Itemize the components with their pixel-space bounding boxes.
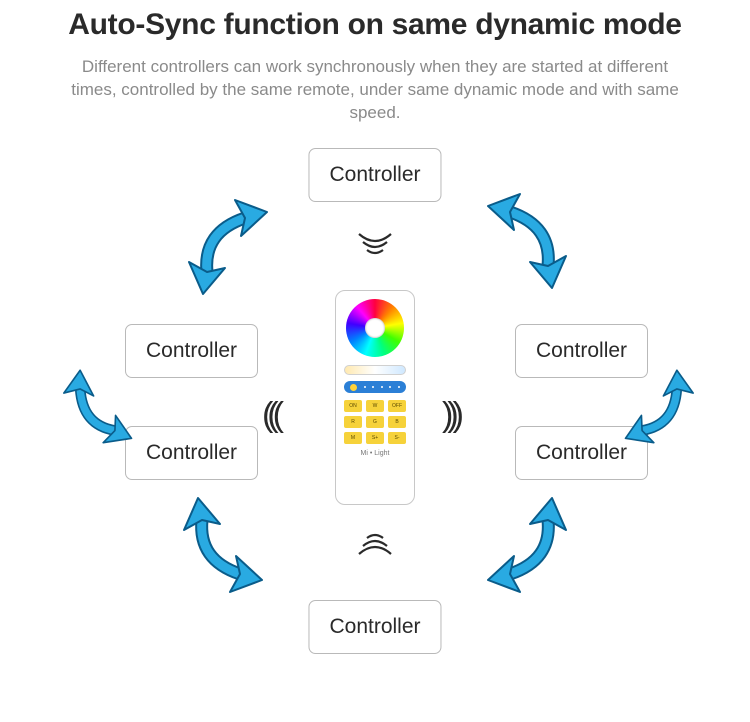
remote-brand-label: Mi • Light <box>361 450 390 457</box>
brightness-slider-icon <box>344 381 406 393</box>
remote-btn: OFF <box>388 400 406 412</box>
signal-waves-top-icon <box>355 230 395 258</box>
controller-box-left-lower: Controller <box>125 426 258 480</box>
sync-arrow-bottom-right-icon <box>480 500 570 590</box>
controller-box-left-upper: Controller <box>125 324 258 378</box>
cct-slider-icon <box>344 365 406 375</box>
signal-waves-bottom-icon <box>355 530 395 558</box>
sync-arrow-top-left-icon <box>185 202 275 292</box>
remote-btn: G <box>366 416 384 428</box>
controller-box-right-upper: Controller <box>515 324 648 378</box>
diagram-stage: Controller Controller Controller Control… <box>0 130 750 690</box>
sync-arrow-bottom-left-icon <box>180 500 270 590</box>
remote-btn: W <box>366 400 384 412</box>
remote-btn: ON <box>344 400 362 412</box>
remote-button-grid: ON W OFF R G B M S+ S- <box>344 400 406 444</box>
sync-arrow-top-right-icon <box>480 196 570 286</box>
signal-waves-left-icon: ))) <box>268 396 284 435</box>
controller-box-top: Controller <box>308 148 441 202</box>
color-wheel-icon <box>346 299 404 357</box>
remote-control: ON W OFF R G B M S+ S- Mi • Light <box>335 290 415 505</box>
page-subtitle: Different controllers can work synchrono… <box>0 56 750 125</box>
remote-btn: R <box>344 416 362 428</box>
remote-btn: M <box>344 432 362 444</box>
remote-btn: B <box>388 416 406 428</box>
signal-waves-right-icon: ))) <box>442 396 458 435</box>
page-title: Auto-Sync function on same dynamic mode <box>0 0 750 42</box>
remote-btn: S+ <box>366 432 384 444</box>
controller-box-bottom: Controller <box>308 600 441 654</box>
remote-btn: S- <box>388 432 406 444</box>
